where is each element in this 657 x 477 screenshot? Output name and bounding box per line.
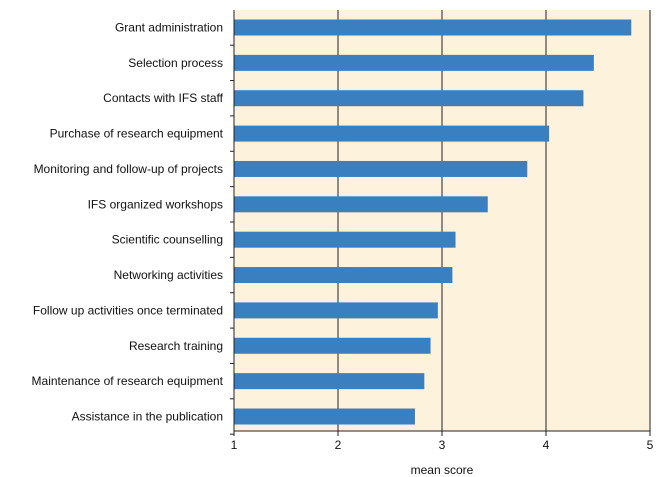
bar-selection-process [234, 54, 594, 71]
x-tick-label-4: 4 [543, 438, 550, 452]
category-label: Selection process [128, 56, 223, 70]
category-label: Research training [129, 339, 223, 353]
bar-purchase-of-research-equipment [234, 125, 550, 142]
bar-assistance-in-the-publication [234, 408, 415, 425]
bar-grant-administration [234, 19, 632, 36]
bar-contacts-with-ifs-staff [234, 90, 584, 107]
category-label: Networking activities [114, 268, 223, 282]
bar-maintenance-of-research-equipment [234, 373, 425, 390]
category-label: Grant administration [115, 21, 223, 35]
bar-follow-up-activities-once-terminated [234, 302, 438, 319]
bar-monitoring-and-follow-up-of-projects [234, 160, 528, 177]
axes [230, 10, 651, 436]
category-label: Contacts with IFS staff [103, 91, 223, 105]
x-tick-label-1: 1 [231, 438, 238, 452]
category-labels: Grant administration Selection process Con… [32, 21, 224, 424]
x-axis-title: mean score [411, 463, 474, 477]
bar-scientific-counselling [234, 231, 456, 248]
bar-ifs-organized-workshops [234, 196, 488, 213]
category-label: Follow up activities once terminated [33, 303, 223, 317]
grid-lines [337, 10, 651, 431]
x-tick-labels: 1 2 3 4 5 [231, 438, 654, 452]
x-tick-label-5: 5 [647, 438, 654, 452]
bars [234, 19, 632, 425]
category-label: Assistance in the publication [72, 410, 223, 424]
bar-networking-activities [234, 267, 453, 284]
category-label: IFS organized workshops [88, 197, 223, 211]
x-tick-label-3: 3 [439, 438, 446, 452]
x-tick-label-2: 2 [335, 438, 342, 452]
category-label: Maintenance of research equipment [32, 374, 224, 388]
category-label: Purchase of research equipment [50, 127, 224, 141]
category-label: Scientific counselling [112, 233, 223, 247]
bar-research-training [234, 337, 431, 354]
category-label: Monitoring and follow-up of projects [34, 162, 223, 176]
